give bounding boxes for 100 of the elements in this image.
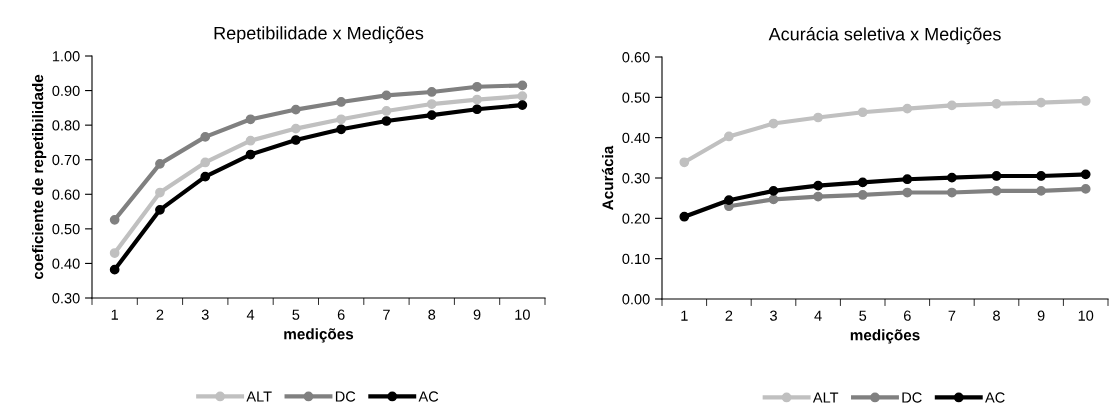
chart-title: Repetibilidade x Medições — [214, 26, 424, 44]
x-tick-label: 9 — [1037, 310, 1045, 321]
point — [857, 190, 868, 200]
y-tick-label: 0.60 — [622, 52, 650, 63]
y-axis-title: coeficiente de repetibilidade — [32, 74, 47, 280]
y-tick-label: 0.70 — [52, 154, 80, 166]
legend-label: AC — [418, 391, 439, 402]
y-tick-label: 0.10 — [622, 253, 650, 265]
x-tick-label: 2 — [725, 310, 733, 321]
x-tick-label: 5 — [292, 309, 300, 320]
x-tick-label: 7 — [948, 310, 956, 321]
point — [381, 116, 392, 126]
x-tick-label: 3 — [770, 310, 777, 321]
point — [336, 97, 347, 107]
point — [336, 124, 347, 135]
point — [381, 106, 392, 116]
point — [245, 149, 256, 160]
y-axis-title: Acurácia — [601, 145, 614, 210]
point — [381, 90, 392, 101]
x-tick-label: 4 — [814, 310, 822, 321]
y-tick-label: 0.30 — [52, 293, 80, 304]
point — [472, 94, 482, 105]
point — [813, 191, 823, 202]
point — [472, 81, 482, 92]
point — [768, 194, 779, 205]
legend-label: DC — [335, 391, 356, 402]
point — [768, 186, 779, 196]
point — [155, 204, 165, 215]
y-tick-label: 0.20 — [622, 213, 650, 224]
point — [679, 211, 690, 222]
point — [947, 187, 957, 198]
x-tick-label: 7 — [383, 309, 390, 320]
point — [991, 98, 1002, 109]
point — [426, 99, 437, 109]
point — [679, 157, 690, 168]
x-tick-label: 9 — [473, 309, 481, 320]
point — [991, 171, 1002, 181]
legend-label: DC — [902, 392, 922, 403]
point — [109, 248, 120, 258]
x-axis-title: medições — [850, 329, 920, 344]
point — [290, 104, 301, 115]
point — [991, 186, 1002, 196]
point — [1036, 186, 1046, 196]
chart-title: Acurácia seletiva x Medições — [768, 27, 1001, 45]
x-axis-title: medições — [284, 328, 354, 343]
point — [290, 123, 301, 134]
point — [109, 264, 120, 275]
y-tick-label: 0.60 — [52, 189, 80, 200]
y-tick-label: 0.80 — [52, 120, 80, 131]
legend-label: ALT — [812, 392, 839, 403]
point — [245, 135, 256, 146]
x-tick-label: 6 — [903, 310, 911, 321]
point — [724, 195, 734, 206]
point — [290, 135, 301, 145]
point — [813, 180, 823, 191]
y-tick-label: 0.00 — [622, 294, 650, 305]
point — [1036, 171, 1046, 181]
point — [200, 132, 211, 142]
point — [200, 157, 211, 168]
point — [472, 104, 482, 115]
x-tick-label: 6 — [337, 309, 345, 320]
point — [857, 107, 868, 118]
point — [768, 118, 779, 129]
point — [724, 131, 734, 142]
x-tick-label: 8 — [428, 309, 436, 320]
point — [857, 177, 868, 188]
legend-label: ALT — [246, 391, 272, 402]
point — [155, 187, 165, 198]
point — [200, 171, 211, 182]
point — [517, 100, 528, 110]
point — [517, 80, 528, 91]
point — [426, 87, 437, 97]
y-tick-label: 1.00 — [52, 51, 80, 62]
point — [902, 187, 913, 198]
point — [1036, 97, 1046, 108]
x-tick-label: 1 — [111, 309, 118, 320]
y-tick-label: 0.90 — [52, 85, 80, 96]
point — [517, 91, 528, 101]
y-tick-label: 0.50 — [52, 223, 80, 235]
point — [426, 110, 437, 120]
x-tick-label: 5 — [859, 310, 867, 321]
point — [813, 112, 823, 123]
point — [1080, 169, 1091, 180]
point — [155, 159, 165, 169]
y-tick-label: 0.40 — [52, 258, 80, 269]
x-tick-label: 10 — [515, 309, 530, 320]
y-tick-label: 0.30 — [622, 173, 650, 184]
x-tick-label: 4 — [246, 309, 255, 320]
legend-label: AC — [985, 392, 1005, 403]
x-tick-label: 2 — [156, 309, 164, 320]
point — [902, 103, 913, 114]
x-tick-label: 8 — [993, 310, 1000, 321]
y-tick-label: 0.40 — [622, 132, 650, 144]
point — [947, 100, 957, 111]
point — [336, 114, 347, 125]
x-tick-label: 1 — [681, 310, 688, 321]
point — [1080, 184, 1091, 194]
point — [109, 215, 120, 225]
point — [245, 114, 256, 125]
y-tick-label: 0.50 — [622, 92, 650, 103]
